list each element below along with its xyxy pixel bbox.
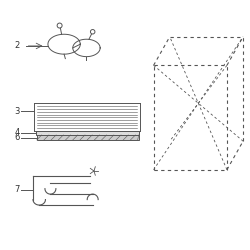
Text: 4: 4 <box>14 128 20 138</box>
Text: 2: 2 <box>14 41 20 50</box>
Polygon shape <box>36 131 140 135</box>
Polygon shape <box>37 135 139 140</box>
Text: 3: 3 <box>14 107 20 116</box>
Text: 6: 6 <box>14 134 20 142</box>
Text: 7: 7 <box>14 185 20 194</box>
